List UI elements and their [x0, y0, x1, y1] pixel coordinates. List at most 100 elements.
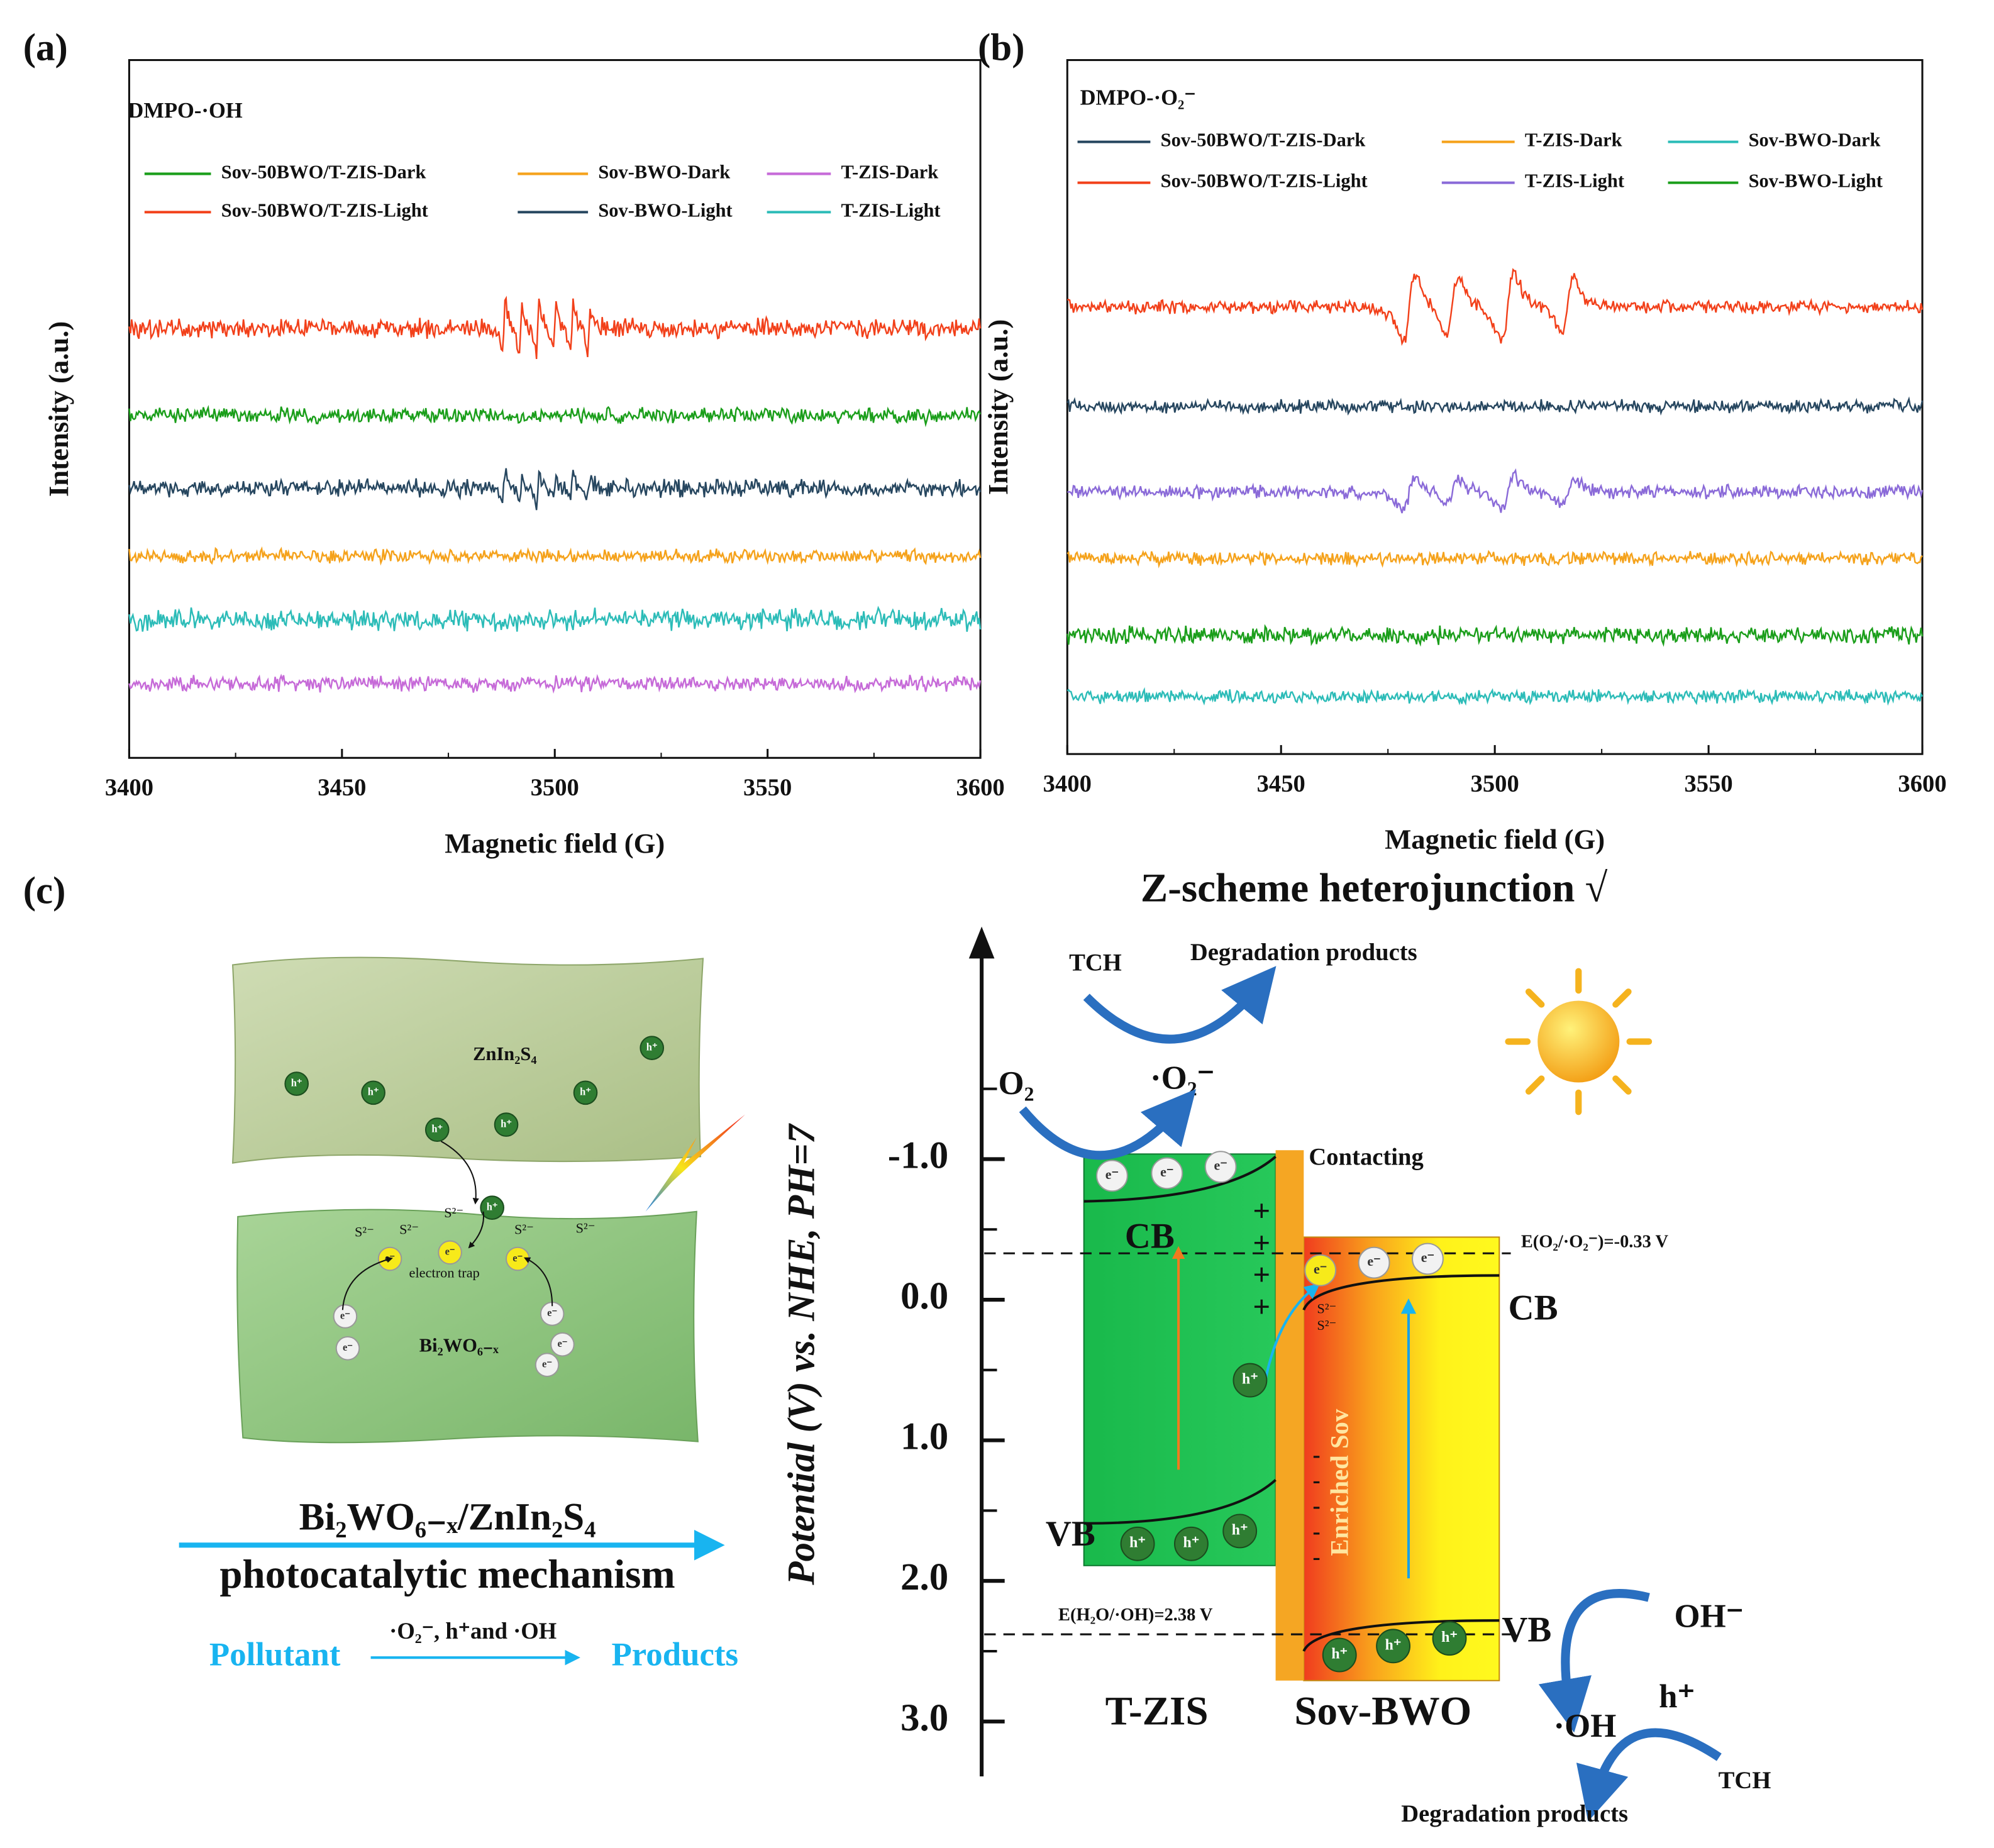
hole-label: h⁺: [501, 1117, 512, 1129]
x-tick-label: 3550: [1684, 771, 1732, 797]
spectrum: [1066, 268, 1924, 346]
tch: TCH: [1069, 949, 1122, 976]
particle: [1322, 1637, 1357, 1673]
bi2wo6-slab: [236, 1209, 699, 1444]
legend-label: Sov-50BWO/T-ZIS-Dark: [221, 161, 426, 182]
charge: +: [1253, 1194, 1270, 1228]
x-tick-label: 3400: [1043, 771, 1092, 797]
y-tick-label: 3.0: [900, 1697, 948, 1739]
sulfur-label: S²⁻: [1317, 1317, 1336, 1333]
particle: [535, 1353, 560, 1378]
charge: -: [1313, 1441, 1321, 1467]
y-tick-label: 0.0: [900, 1275, 948, 1317]
electron-label: e⁻: [445, 1246, 455, 1258]
charge: +: [1253, 1226, 1270, 1260]
material: T-ZIS: [1105, 1689, 1209, 1734]
particle: [1412, 1242, 1444, 1275]
sulfur-label: S²⁻: [399, 1221, 419, 1237]
contacting: Contacting: [1309, 1144, 1423, 1170]
particle: [1376, 1629, 1411, 1664]
legend-label: T-ZIS-Light: [841, 199, 941, 221]
x-tick-label: 3450: [1257, 771, 1305, 797]
particle: [1174, 1526, 1209, 1561]
slab-label: Bi₂WO₆₋ₓ: [419, 1334, 499, 1356]
y-tick-label: 1.0: [900, 1416, 948, 1458]
spectrum: [1067, 468, 1924, 514]
charge: -: [1313, 1467, 1321, 1493]
spectrum: [128, 404, 982, 428]
particle: [1232, 1363, 1268, 1398]
cb-label: CB: [1509, 1288, 1558, 1327]
sulfur-label: S²⁻: [576, 1220, 595, 1236]
hole-label: h⁺: [1385, 1637, 1402, 1653]
o2: O₂: [999, 1065, 1034, 1102]
particle: [424, 1117, 450, 1143]
particle: [438, 1240, 462, 1265]
y-axis-label: Intensity (a.u.): [43, 321, 74, 497]
band-edge: [1302, 1619, 1500, 1652]
electron-label: e⁻: [1367, 1253, 1380, 1269]
particle: [1358, 1246, 1390, 1279]
particle: [333, 1304, 358, 1329]
panel-label: (a): [23, 26, 68, 69]
legend-label: Sov-50BWO/T-ZIS-Dark: [1161, 130, 1366, 151]
vb-label: VB: [1046, 1514, 1095, 1554]
sun: [1505, 968, 1653, 1115]
particle: [480, 1195, 504, 1220]
particle: [494, 1112, 519, 1137]
hole-label: h⁺: [1441, 1629, 1458, 1646]
x-tick-label: 3400: [105, 775, 153, 801]
particle: [1222, 1513, 1258, 1549]
panel-label: (b): [978, 26, 1025, 69]
particle: [1096, 1159, 1128, 1192]
charge: +: [1253, 1290, 1270, 1324]
particle: [1304, 1254, 1337, 1286]
y-tick-label: 2.0: [900, 1556, 948, 1598]
electron-label: e⁻: [1314, 1261, 1327, 1276]
arrow: [1083, 966, 1277, 1044]
products: Products: [612, 1636, 739, 1673]
arrow: [1019, 1088, 1196, 1160]
slab-label: ZnIn₂S₄: [473, 1043, 536, 1065]
arrow: [1264, 1283, 1321, 1381]
particle: [1151, 1157, 1183, 1190]
spectrum: [128, 606, 982, 632]
levels: E(O₂/·O₂⁻)=-0.33 V E(H₂O/·OH)=2.38 V: [984, 1232, 1668, 1635]
znin2s4-slab: [231, 956, 704, 1164]
y-axis-label: Intensity (a.u.): [982, 319, 1014, 495]
particles: h⁺ h⁺ h⁺ h⁺ h⁺ h⁺ h⁺ e⁻ e⁻ e⁻ e⁻ e⁻ e⁻ e⁻ e⁻ S²⁻ S²⁻ S²⁻ S…: [284, 1036, 665, 1378]
reactive-species: ·O₂⁻, h⁺and ·OH: [389, 1618, 557, 1644]
tch: TCH: [1719, 1768, 1771, 1794]
electron-label: e⁻: [1160, 1164, 1173, 1180]
x-tick-label: 3500: [1471, 771, 1519, 797]
spectrum: [1066, 687, 1924, 706]
particle: [573, 1080, 598, 1105]
spectrum: [1066, 396, 1924, 416]
level-label: E(H₂O/·OH)=2.38 V: [1058, 1605, 1213, 1625]
electron-label: e⁻: [512, 1252, 523, 1264]
band-edge: [1083, 1479, 1277, 1525]
axis-label: Potential (V) vs. NHE, PH=7: [781, 1123, 823, 1586]
arrow: [1576, 1728, 1722, 1822]
legend-label: Sov-50BWO/T-ZIS-Light: [1161, 170, 1368, 192]
arrow: [341, 1256, 393, 1310]
band-edge: [1302, 1274, 1500, 1311]
mechanism-subtitle: photocatalytic mechanism: [219, 1552, 675, 1597]
charge: -: [1313, 1493, 1321, 1519]
particle: [284, 1071, 309, 1096]
hydroxide: OH⁻: [1675, 1598, 1744, 1634]
axis-arrow: [968, 926, 995, 959]
charge: -: [1313, 1544, 1321, 1569]
band-edge: [1083, 1155, 1277, 1203]
electron-label: e⁻: [1421, 1249, 1434, 1265]
x-tick-label: 3600: [956, 775, 1004, 801]
hole-label: h⁺: [1242, 1371, 1258, 1388]
hole-label: h⁺: [291, 1076, 302, 1088]
spectrum: [128, 546, 982, 566]
legend-label: T-ZIS-Dark: [841, 161, 939, 182]
x-axis-label: Magnetic field (G): [445, 827, 665, 859]
sulfur-label: S²⁻: [444, 1205, 463, 1220]
particle: [361, 1080, 385, 1105]
annotation: DMPO-·O₂⁻: [1080, 86, 1196, 109]
material: Sov-BWO: [1294, 1689, 1471, 1734]
